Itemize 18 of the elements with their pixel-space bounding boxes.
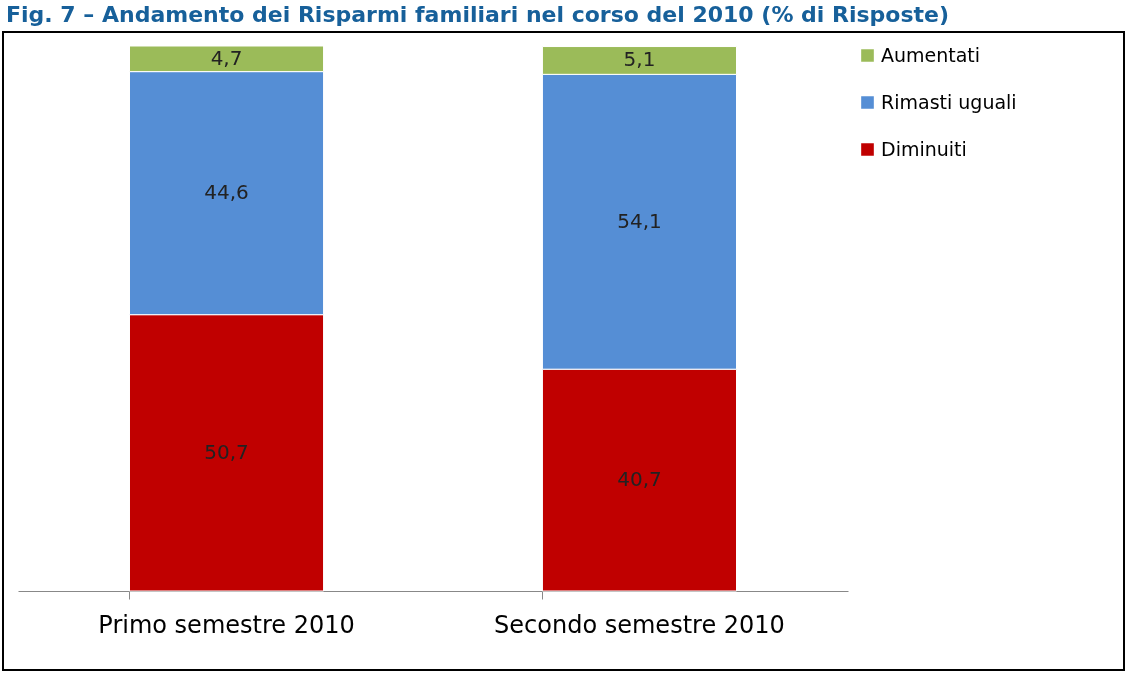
data-label: 4,7 — [210, 45, 243, 70]
x-tick-label: Primo semestre 2010 — [98, 610, 355, 639]
data-label: 54,1 — [617, 208, 662, 233]
data-label: 5,1 — [623, 47, 656, 72]
bar — [541, 46, 738, 75]
bar — [541, 368, 738, 592]
legend-label: Diminuiti — [881, 137, 967, 160]
bar — [128, 314, 325, 592]
bar — [128, 71, 325, 316]
legend-label: Aumentati — [881, 43, 981, 66]
bar — [541, 73, 738, 370]
data-label: 44,6 — [204, 180, 249, 205]
legend-label: Rimasti uguali — [881, 90, 1017, 113]
data-label: 40,7 — [617, 467, 662, 492]
data-label: 50,7 — [204, 439, 249, 464]
x-tick-label: Secondo semestre 2010 — [494, 610, 785, 639]
bar — [128, 45, 325, 73]
chart-title: Fig. 7 – Andamento dei Risparmi familiari nel corso del 2010 (% di Risposte) — [5, 1, 951, 29]
